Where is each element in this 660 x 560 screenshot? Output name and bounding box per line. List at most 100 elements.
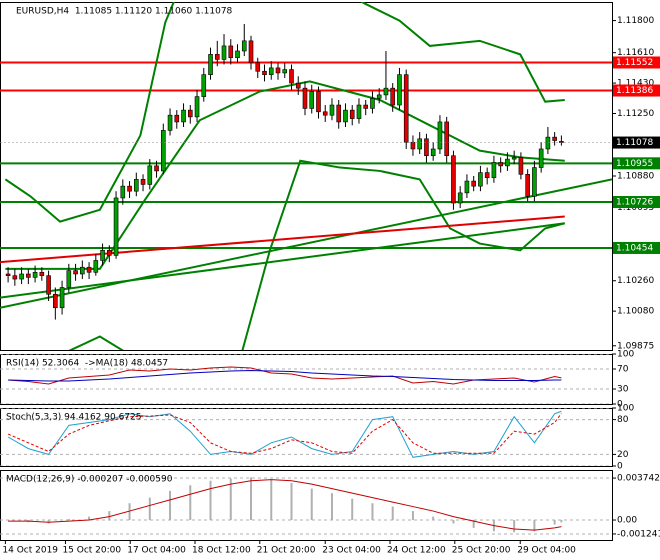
candle-body	[86, 266, 92, 273]
candle-body	[167, 114, 173, 131]
candle-body	[545, 136, 551, 150]
y-tick-label: 0	[617, 462, 623, 472]
level-label: 1.10726	[616, 198, 653, 208]
candle-body	[26, 273, 31, 278]
candle-body	[538, 148, 544, 168]
candle-body	[444, 121, 449, 157]
line	[0, 222, 565, 299]
histogram-bar	[513, 520, 516, 533]
candle-body	[248, 40, 254, 64]
y-tick-label: 80	[617, 415, 629, 425]
histogram-bar	[472, 520, 475, 528]
y-tick-label: 1.11610	[617, 48, 654, 58]
line	[4, 2, 565, 223]
candle-body	[511, 157, 517, 160]
candle-body	[120, 185, 126, 199]
candle-body	[505, 158, 510, 167]
y-tick-label: 1.11430	[617, 79, 654, 89]
candle-body	[66, 270, 72, 288]
histogram-bar	[411, 511, 414, 521]
y-tick-label: 1.10880	[617, 172, 654, 182]
candle-body	[133, 179, 139, 192]
plot-area	[0, 2, 612, 350]
histogram-bar	[432, 516, 435, 521]
candle-body	[370, 97, 375, 109]
candle-body	[107, 250, 112, 256]
level-label-box	[613, 196, 660, 209]
y-tick-label: 1.11250	[617, 109, 654, 119]
y-tick-label: 1.09875	[617, 341, 654, 351]
candle-body	[187, 109, 193, 118]
candle-body	[147, 165, 153, 185]
y-tick-label: 100	[617, 350, 634, 360]
candle-body	[525, 174, 530, 197]
level-label-box	[613, 56, 660, 69]
histogram-bar	[108, 511, 111, 521]
candle-body	[403, 74, 409, 143]
histogram-bar	[560, 520, 563, 523]
candle-body	[221, 45, 227, 60]
candle-body	[390, 87, 396, 106]
candle-body	[5, 273, 11, 276]
candle-body	[322, 111, 328, 116]
candle-body	[113, 197, 119, 256]
x-tick-label: 25 Oct 20:00	[452, 546, 511, 556]
level-label: 1.10454	[616, 243, 653, 253]
x-tick-label: 18 Oct 12:00	[192, 546, 251, 556]
candle-body	[289, 69, 294, 84]
candle-body	[80, 266, 85, 275]
candle-body	[397, 74, 402, 106]
histogram-bar	[351, 498, 354, 521]
level-label: 1.11386	[616, 86, 653, 96]
histogram-bar	[553, 520, 556, 525]
line	[8, 479, 562, 531]
level-label-box	[613, 157, 660, 170]
y-tick-label: -0.001241	[617, 529, 660, 539]
histogram-bar	[330, 493, 333, 521]
candle-body	[451, 155, 456, 204]
candle-body	[127, 185, 132, 192]
panel-title: MACD(12,26,9) -0.000207 -0.000590	[6, 475, 173, 485]
candle-body	[336, 104, 342, 123]
panel-title: Stoch(5,3,3) 94.4162 90.6725	[6, 413, 141, 423]
panel-title: EURUSD,H4 1.11085 1.11120 1.11060 1.1107…	[16, 7, 233, 17]
line	[7, 413, 562, 454]
candle-body	[376, 94, 382, 99]
candle-body	[228, 45, 234, 59]
candle-body	[201, 74, 207, 97]
y-tick-label: 20	[617, 450, 629, 460]
candle-body	[316, 91, 321, 113]
candle-body	[235, 50, 240, 59]
x-tick-label: 24 Oct 12:00	[387, 546, 446, 556]
candle-body	[518, 157, 524, 175]
histogram-bar	[47, 520, 50, 524]
candle-body	[430, 148, 436, 157]
candle-body	[53, 293, 58, 309]
candle-body	[552, 136, 557, 141]
candle-body	[424, 138, 429, 157]
histogram-bar	[229, 478, 232, 521]
histogram-bar	[391, 506, 394, 521]
candle-body	[349, 109, 355, 119]
candle-body	[160, 130, 166, 172]
candle-body	[59, 287, 65, 309]
level-label: 1.10955	[616, 159, 653, 169]
candle-body	[214, 54, 220, 60]
panel-title: RSI(14) 52.3064 ->MA(18) 48.0457	[6, 359, 168, 369]
candle-body	[464, 180, 470, 194]
x-tick-label: 17 Oct 04:00	[127, 546, 186, 556]
histogram-bar	[128, 503, 131, 521]
candle-body	[471, 180, 476, 187]
candle-body	[356, 104, 362, 119]
histogram-bar	[88, 516, 91, 521]
candle-body	[309, 91, 315, 109]
candle-body	[32, 271, 38, 278]
level-label-box	[613, 241, 660, 254]
line	[0, 178, 612, 309]
histogram-bar	[209, 480, 212, 521]
candle-body	[255, 62, 261, 72]
histogram-bar	[533, 520, 536, 532]
line	[8, 369, 562, 382]
candle-body	[208, 54, 213, 75]
